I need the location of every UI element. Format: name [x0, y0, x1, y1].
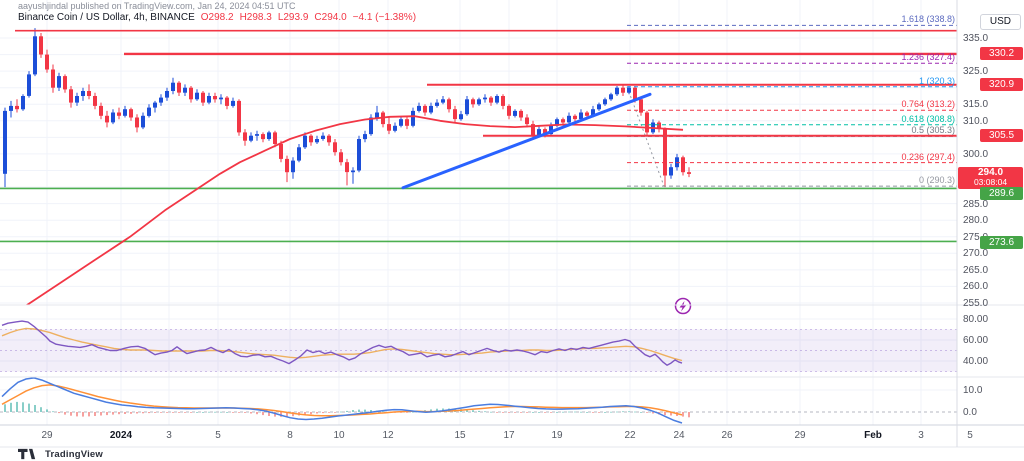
price-axis-label: 280.0 — [963, 215, 989, 227]
time-axis-label: 29 — [41, 430, 53, 441]
time-axis-label: 24 — [673, 430, 685, 441]
ohlc-open: O298.2 — [200, 12, 234, 23]
macd-axis-label: 0.0 — [963, 407, 977, 418]
price-axis-label: 275.0 — [963, 231, 989, 243]
fib-level-label: 1.236 (327.4) — [901, 52, 955, 63]
price-axis-label: 265.0 — [963, 264, 989, 276]
time-axis-label: 10 — [333, 430, 345, 441]
price-axis-label: 300.0 — [963, 148, 989, 160]
fib-level-label: 0.764 (313.2) — [901, 99, 955, 110]
time-axis-label: 2024 — [109, 430, 133, 441]
time-axis-label: Feb — [864, 430, 882, 441]
time-axis-label: 29 — [794, 430, 806, 441]
rsi-pane[interactable] — [0, 320, 957, 372]
rsi-axis-label: 80.00 — [963, 314, 989, 325]
main-price-pane[interactable] — [0, 24, 957, 319]
horizontal-level-lines[interactable] — [0, 29, 957, 243]
time-axis-label: 15 — [454, 430, 466, 441]
price-axis-label: 285.0 — [963, 198, 989, 210]
rsi-axis-label: 40.00 — [963, 356, 989, 367]
fib-level-label: 0.618 (308.8) — [901, 113, 955, 124]
current-price-badge: 294.0 03:08:04 — [958, 166, 1023, 189]
time-axis-label: 5 — [967, 430, 973, 441]
price-axis-label: 335.0 — [963, 33, 989, 44]
current-price: 294.0 — [977, 166, 1004, 178]
price-axis-label: 260.0 — [963, 281, 989, 293]
price-axis-label: 310.0 — [963, 115, 989, 127]
time-axis-label: 17 — [503, 430, 515, 441]
byline: aayushjindal published on TradingView.co… — [18, 1, 296, 11]
tradingview-logo-icon — [18, 448, 36, 460]
ascending-trendline[interactable] — [401, 92, 652, 190]
price-axis-label: 315.0 — [963, 99, 989, 111]
price-level-badge: 320.9 — [980, 78, 1023, 92]
price-axis-label: 255.0 — [963, 298, 989, 309]
time-axis-label: 8 — [287, 430, 293, 441]
price-level-badge: 289.6 — [980, 186, 1023, 200]
price-level-badge: 273.6 — [980, 235, 1023, 249]
ohlc-close: C294.0 — [314, 12, 347, 23]
price-level-badge: 305.5 — [980, 129, 1023, 143]
symbol-legend[interactable]: Binance Coin / US Dollar, 4h, BINANCE O2… — [18, 12, 416, 23]
time-axis-label: 26 — [721, 430, 733, 441]
price-axis-label: 270.0 — [963, 248, 989, 260]
price-axis-label: 325.0 — [963, 66, 989, 78]
time-axis-label: 3 — [918, 430, 924, 441]
rsi-axis-label: 60.00 — [963, 335, 989, 346]
fib-level-label: 0.5 (305.3) — [911, 125, 955, 136]
gridlines — [0, 0, 957, 425]
time-axis-label: 3 — [166, 430, 172, 441]
macd-line — [1, 377, 683, 424]
time-axis-label: 22 — [624, 430, 636, 441]
fib-level-label: 0 (290.3) — [918, 175, 955, 186]
macd-axis-label: 10.0 — [963, 385, 983, 396]
time-axis-label: 5 — [215, 430, 221, 441]
red-moving-average-line — [25, 115, 684, 305]
tradingview-brand-text: TradingView — [45, 448, 103, 460]
lightning-marker-icon[interactable] — [674, 297, 692, 315]
time-axis-label: 19 — [551, 430, 563, 441]
fib-level-label: 1 (320.3) — [918, 75, 955, 86]
currency-toggle-button[interactable]: USD — [979, 14, 1021, 30]
candlestick-series — [3, 28, 691, 188]
ohlc-high: H298.3 — [239, 12, 272, 23]
fib-level-label: 1.618 (338.8) — [901, 14, 955, 25]
fib-level-label: 0.236 (297.4) — [901, 151, 955, 162]
tradingview-attribution[interactable]: TradingView — [18, 448, 103, 460]
price-level-badge: 330.2 — [980, 47, 1023, 61]
bar-countdown: 03:08:04 — [973, 176, 1008, 187]
time-axis-label: 12 — [382, 430, 394, 441]
ohlc-change: −4.1 (−1.38%) — [352, 12, 417, 23]
symbol-title: Binance Coin / US Dollar, 4h, BINANCE — [18, 12, 195, 23]
rsi-line — [1, 320, 683, 366]
macd-pane[interactable] — [0, 377, 957, 424]
ohlc-low: L293.9 — [277, 12, 309, 23]
